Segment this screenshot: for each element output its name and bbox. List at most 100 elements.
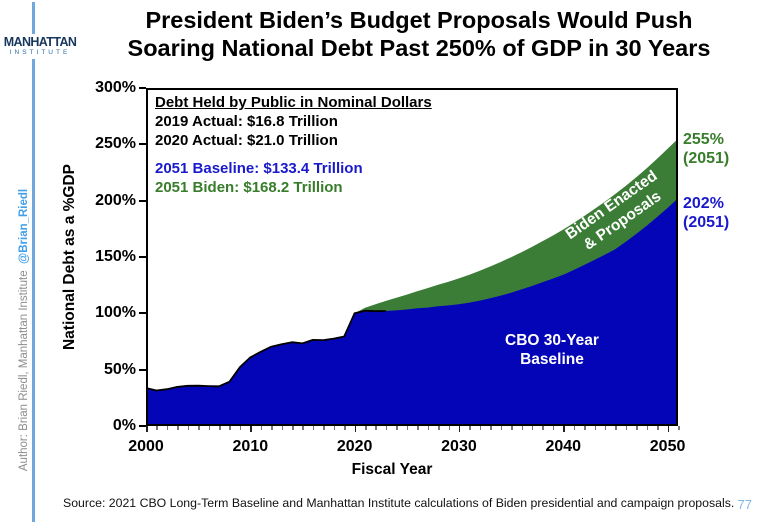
y-axis-tick bbox=[139, 256, 146, 258]
x-axis-tick bbox=[657, 426, 659, 430]
x-axis-tick bbox=[490, 426, 492, 430]
x-tick-label: 2010 bbox=[232, 438, 269, 455]
y-axis-tick bbox=[139, 425, 146, 427]
y-tick-label: 300% bbox=[95, 79, 136, 96]
x-axis-tick bbox=[438, 426, 440, 430]
x-axis-tick bbox=[448, 426, 450, 430]
slide-title-line2: Soaring National Debt Past 250% of GDP i… bbox=[127, 35, 711, 61]
x-tick-label: 2040 bbox=[545, 438, 582, 455]
biden-endpoint-label: 255% (2051) bbox=[683, 130, 729, 168]
x-axis-tick bbox=[281, 426, 284, 430]
x-axis-tick bbox=[354, 426, 357, 432]
annotation-2051-baseline: 2051 Baseline: $133.4 Trillion bbox=[155, 160, 363, 177]
x-axis-tick bbox=[625, 426, 628, 430]
x-axis-tick bbox=[271, 426, 273, 430]
x-tick-label: 2000 bbox=[128, 438, 164, 455]
x-axis-tick bbox=[333, 426, 336, 430]
x-axis-tick bbox=[177, 426, 179, 430]
x-axis-tick bbox=[260, 426, 263, 430]
x-axis-tick bbox=[239, 426, 242, 430]
x-axis-tick bbox=[198, 426, 200, 430]
y-tick-label: 150% bbox=[95, 248, 136, 265]
x-axis-tick bbox=[156, 426, 158, 430]
baseline-endpoint-label: 202% (2051) bbox=[683, 194, 729, 232]
x-axis-tick bbox=[521, 426, 524, 430]
x-tick-label: 2030 bbox=[441, 438, 477, 455]
baseline-endpoint-year: (2051) bbox=[683, 214, 730, 231]
x-axis-tick bbox=[219, 426, 221, 430]
x-axis-tick bbox=[323, 426, 325, 430]
annotation-2020-actual: 2020 Actual: $21.0 Trillion bbox=[155, 132, 338, 149]
x-axis-tick bbox=[604, 426, 607, 430]
x-axis-tick bbox=[417, 426, 419, 430]
x-axis-tick bbox=[229, 426, 231, 430]
logo-subtext: INSTITUTE bbox=[9, 49, 71, 56]
debt-dollars-annotation: Debt Held by Public in Nominal Dollars 2… bbox=[155, 93, 432, 197]
x-axis-tick bbox=[594, 426, 597, 430]
x-axis-tick bbox=[385, 426, 388, 430]
x-axis-tick bbox=[166, 426, 169, 430]
source-note: Source: 2021 CBO Long-Term Baseline and … bbox=[63, 496, 735, 510]
baseline-series-label-line1: CBO 30-Year bbox=[505, 332, 599, 349]
x-axis-tick bbox=[531, 426, 534, 430]
x-axis-tick bbox=[375, 426, 377, 430]
page-number: 77 bbox=[737, 497, 752, 512]
baseline-endpoint-pct: 202% bbox=[683, 195, 724, 212]
y-tick-label: 200% bbox=[95, 191, 136, 209]
x-tick-label: 2050 bbox=[649, 438, 686, 455]
author-credit: Author: Brian Riedl, Manhattan Institute bbox=[18, 270, 30, 472]
x-axis-tick bbox=[302, 426, 304, 430]
annotation-2051-biden: 2051 Biden: $168.2 Trillion bbox=[155, 179, 343, 196]
x-axis-tick bbox=[511, 426, 513, 430]
biden-endpoint-pct: 255% bbox=[683, 131, 724, 148]
accent-vertical-rule bbox=[32, 2, 35, 522]
y-tick-label: 0% bbox=[112, 417, 136, 434]
x-axis-tick bbox=[552, 426, 555, 430]
y-tick-label: 50% bbox=[103, 360, 136, 378]
x-axis-tick bbox=[146, 426, 148, 432]
biden-endpoint-year: (2051) bbox=[683, 150, 730, 167]
annotation-spacer bbox=[155, 150, 432, 159]
x-axis-tick bbox=[427, 426, 430, 430]
x-axis-tick bbox=[312, 426, 315, 430]
y-axis-tick bbox=[139, 312, 146, 315]
slide-title-line1: President Biden’s Budget Proposals Would… bbox=[145, 7, 693, 33]
x-axis-tick bbox=[208, 426, 211, 430]
x-axis-tick bbox=[458, 426, 461, 432]
x-axis-tick bbox=[344, 426, 346, 430]
twitter-handle: @Brian_Riedl bbox=[18, 188, 30, 264]
x-axis-tick bbox=[678, 426, 680, 430]
y-axis-tick bbox=[139, 143, 146, 146]
y-tick-label: 100% bbox=[95, 304, 136, 322]
x-axis-tick bbox=[584, 426, 586, 430]
x-tick-label: 2020 bbox=[336, 438, 373, 455]
x-axis-tick bbox=[396, 426, 398, 430]
x-axis-tick bbox=[636, 426, 638, 430]
x-axis-tick bbox=[292, 426, 294, 430]
manhattan-institute-logo: MANHATTAN INSTITUTE bbox=[0, 34, 80, 59]
x-axis-tick bbox=[365, 426, 367, 430]
y-axis-tick bbox=[139, 368, 146, 371]
y-axis-tick bbox=[139, 87, 146, 89]
x-axis-tick bbox=[573, 426, 576, 430]
x-axis-tick bbox=[615, 426, 617, 430]
baseline-series-label-line2: Baseline bbox=[520, 351, 584, 368]
cbo-baseline-area bbox=[146, 198, 678, 426]
x-axis-tick bbox=[646, 426, 649, 430]
x-axis-tick bbox=[469, 426, 471, 430]
chart-canvas bbox=[146, 88, 678, 426]
x-axis-title: Fiscal Year bbox=[351, 461, 433, 478]
x-axis-tick bbox=[542, 426, 544, 430]
annotation-heading: Debt Held by Public in Nominal Dollars bbox=[155, 94, 432, 111]
x-axis-tick bbox=[500, 426, 503, 430]
author-sidebar: Author: Brian Riedl, Manhattan Institute… bbox=[18, 189, 30, 471]
x-axis-tick bbox=[187, 426, 190, 430]
baseline-series-label: CBO 30-Year Baseline bbox=[505, 331, 599, 369]
y-tick-label: 250% bbox=[95, 135, 136, 153]
debt-area-chart bbox=[146, 88, 678, 426]
plot-border bbox=[146, 88, 678, 426]
x-axis-tick bbox=[250, 426, 252, 432]
x-axis-tick bbox=[479, 426, 482, 430]
y-axis-tick bbox=[139, 199, 146, 202]
historical-debt-line bbox=[146, 309, 386, 392]
